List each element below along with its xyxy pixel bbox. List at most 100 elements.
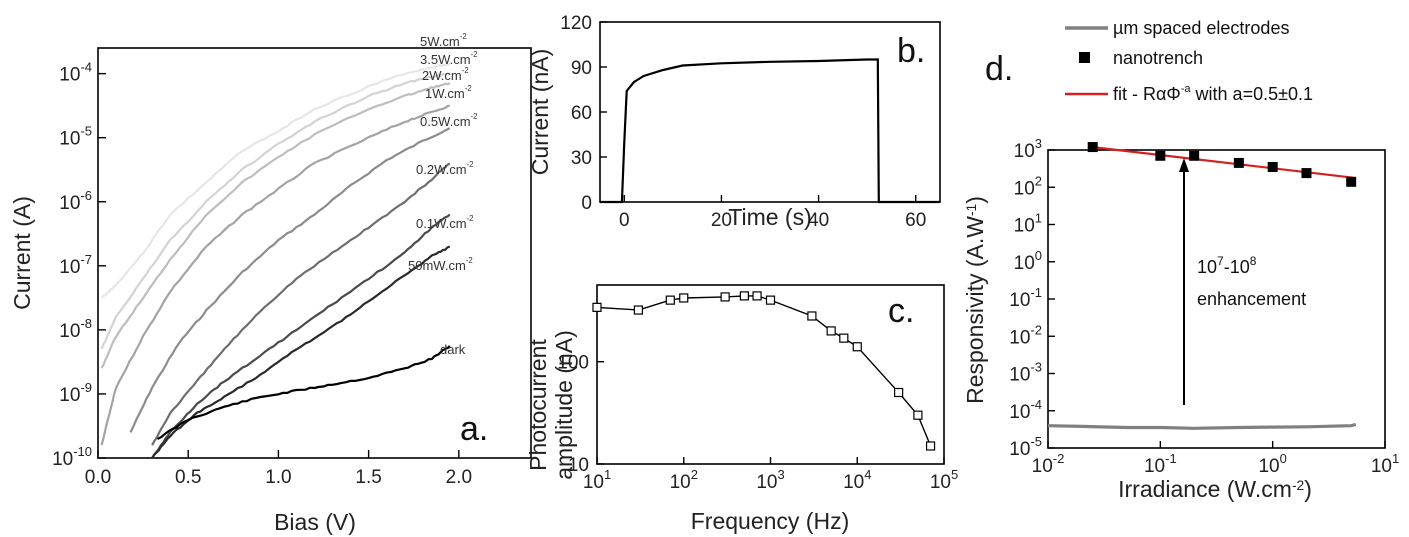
panel-d-nanotrench-point: [1189, 150, 1200, 161]
panel-c-data-point: [665, 295, 675, 305]
panel-a-series-line: [100, 82, 451, 369]
panel-d-xtick-label: 10-1: [1144, 451, 1177, 477]
panel-d-nanotrench-point: [1267, 161, 1278, 172]
panel-c-xtick-label: 105: [930, 467, 958, 493]
panel-a-xlabel: Bias (V): [274, 509, 356, 535]
panel-d-ytick-label: 101: [1014, 211, 1042, 237]
panel-c-data-point: [765, 295, 776, 305]
panel-c-data-point: [839, 333, 849, 343]
enhancement-label: enhancement: [1197, 289, 1306, 309]
panel-c-data-point: [679, 293, 689, 303]
panel-c-data-point: [807, 311, 817, 321]
panel-d-nanotrench-point: [1155, 150, 1166, 161]
panel-a-ytick-label: 10-10: [52, 444, 92, 470]
panel-c-xtick-label: 104: [843, 467, 871, 493]
panel-d-ytick-label: 102: [1014, 173, 1042, 199]
panel-a-chart: 0.0 0.5 1.0 1.5 2.0 10-10 10-9 10-8 10-7 10-6 10-5…: [9, 32, 532, 535]
panel-c-data-point: [752, 291, 762, 301]
panel-c-xtick-label: 103: [756, 467, 784, 493]
panel-a-series-label: 5W.cm-2: [420, 32, 467, 49]
legend-fit-label: fit - RαΦ-a with a=0.5±0.1: [1113, 83, 1313, 104]
panel-a-series-label: 3.5W.cm-2: [420, 50, 478, 67]
panel-b-ytick-label: 30: [571, 148, 592, 169]
panel-c-series-line: [596, 295, 932, 447]
panel-c-data-point: [739, 291, 749, 301]
panel-c-data-point: [826, 326, 836, 336]
panel-a-xtick-label: 0.0: [85, 467, 111, 488]
panel-a-series-line: [151, 162, 451, 446]
panel-a-series-line: [156, 345, 451, 440]
panel-c-data-point: [925, 441, 936, 451]
panel-a-series-label: 0.2W.cm-2: [416, 160, 474, 177]
panel-a-series-line: [100, 104, 450, 446]
panel-b-chart: 0 20 40 60 0 30 60 90 120 Time (s) Current (nA) b.: [527, 13, 941, 231]
panel-d-ytick-label: 10-1: [1009, 285, 1042, 311]
panel-b-xtick-label: 60: [905, 210, 926, 231]
panel-d-label: d.: [985, 50, 1013, 88]
panel-c-data-point: [633, 305, 643, 315]
panel-c-data-point: [913, 410, 923, 420]
panel-c-data-point: [894, 387, 904, 398]
panel-b-ytick-label: 60: [571, 103, 592, 124]
panel-d-xtick-label: 101: [1371, 451, 1399, 477]
panel-a-frame: [97, 47, 532, 459]
panel-d-xlabel: Irradiance (W.cm-2): [1118, 476, 1312, 502]
panel-a-series-line: [100, 62, 451, 299]
panel-b-xtick-label: 40: [808, 210, 829, 231]
panel-d-nanotrench-point: [1087, 142, 1098, 153]
panel-d-xtick-label: 10-2: [1032, 451, 1065, 477]
panel-d-ytick-label: 10-4: [1009, 397, 1042, 423]
panel-d-ytick-label: 10-2: [1009, 322, 1042, 348]
panel-c-chart: 101 102 103 104 105 10 100 Frequency (Hz) Photoc…: [525, 284, 958, 534]
legend-nanotrench-label: nanotrench: [1113, 48, 1203, 68]
panel-d-nanotrench-point: [1233, 157, 1244, 168]
enhancement-exponent: 107-108: [1197, 254, 1257, 277]
panel-a-ytick-label: 10-9: [59, 380, 92, 406]
panel-b-frame: [599, 21, 941, 203]
panel-a-series-label: 0.1W.cm-2: [416, 214, 474, 231]
panel-c-xtick-label: 101: [583, 467, 611, 493]
panel-a-series-label: 0.5W.cm-2: [420, 112, 478, 129]
panel-d-fit-line: [1092, 146, 1354, 179]
panel-c-xlabel: Frequency (Hz): [691, 508, 849, 534]
panel-a-xtick-label: 1.0: [265, 467, 291, 488]
enhancement-arrow-head: [1179, 158, 1189, 172]
panel-c-label: c.: [888, 292, 914, 330]
panel-a-label: a.: [460, 410, 488, 448]
legend-nanotrench-swatch: [1079, 52, 1090, 63]
panel-b-series-line: [600, 58, 940, 204]
panel-a-ytick-label: 10-8: [59, 316, 92, 342]
panel-d-nanotrench-point: [1346, 176, 1357, 187]
panel-d-ytick-label: 103: [1014, 136, 1042, 162]
panel-d-ytick-label: 100: [1014, 248, 1042, 274]
panel-b-ytick-label: 0: [581, 193, 592, 214]
panel-a-series-label: 50mW.cm-2: [408, 256, 473, 273]
panel-d-nanotrench-point: [1301, 168, 1312, 179]
panel-a-series-line: [151, 213, 451, 459]
legend-electrodes-label: µm spaced electrodes: [1113, 18, 1289, 38]
panel-c-data-point: [852, 342, 862, 352]
panel-d-ylabel: Responsivity (A.W-1): [962, 196, 988, 404]
panel-c-ytick-label: 100: [557, 353, 589, 374]
panel-a-series-line: [100, 72, 450, 350]
panel-c-data-point: [720, 292, 730, 302]
panel-a-ytick-label: 10-7: [59, 252, 92, 278]
panel-a-series-line: [129, 127, 451, 433]
panel-b-ytick-label: 120: [560, 13, 592, 34]
panel-c-xtick-label: 102: [670, 467, 698, 493]
panel-b-ylabel: Current (nA): [527, 49, 553, 176]
panel-d-ytick-label: 10-3: [1009, 360, 1042, 386]
panel-a-series-label: 1W.cm-2: [425, 84, 472, 101]
panel-d-chart: 10-2 10-1 100 101 10-5 10-4 10-3 10-2 10-1 100 101…: [962, 18, 1399, 502]
panel-d-ytick-label: 10-5: [1009, 434, 1042, 460]
panel-c-data-point: [592, 302, 602, 312]
panel-b-xlabel: Time (s): [728, 204, 811, 230]
panel-d-electrodes-line: [1047, 422, 1357, 430]
panel-c-ylabel: Photocurrentamplitude (nA): [525, 330, 577, 480]
panel-a-ytick-label: 10-4: [59, 60, 92, 86]
panel-a-series-label: 2W.cm-2: [422, 66, 469, 83]
panel-d-xtick-label: 100: [1258, 451, 1286, 477]
panel-b-xtick-label: 0: [619, 210, 630, 231]
panel-a-series-line: [151, 245, 451, 459]
